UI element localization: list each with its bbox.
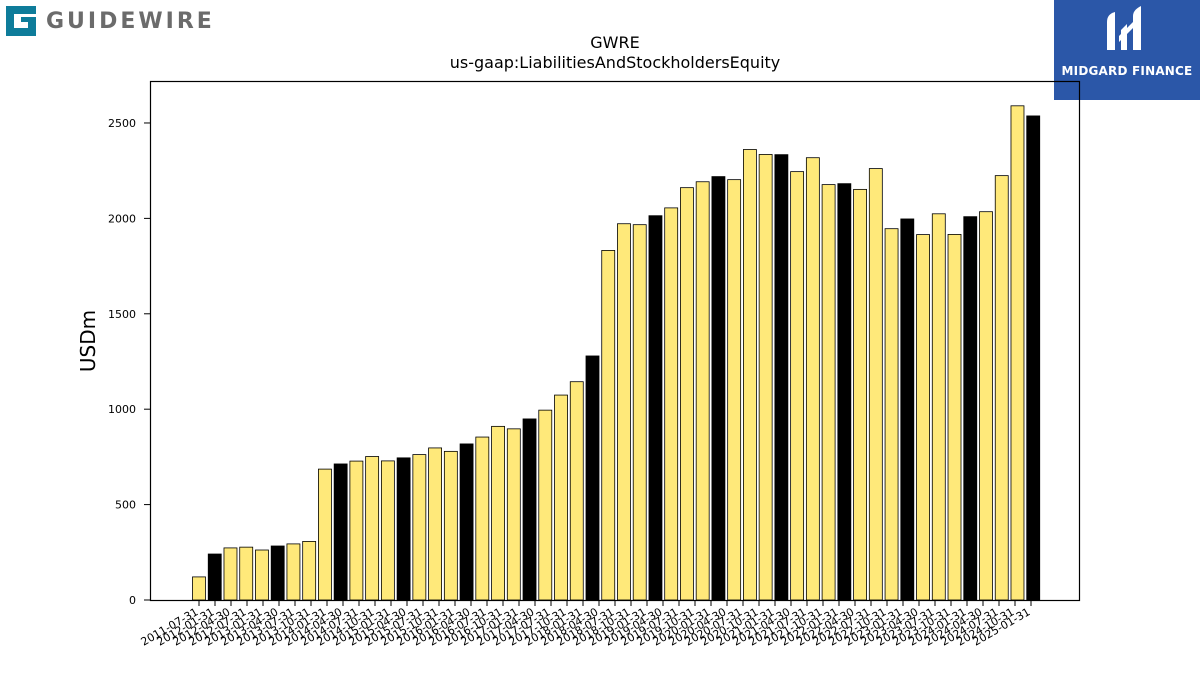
midgard-finance-logo-text: MIDGARD FINANCE — [1061, 64, 1193, 78]
bar-2020-04-30 — [743, 149, 757, 601]
chart-subtitle: us-gaap:LiabilitiesAndStockholdersEquity — [450, 53, 781, 72]
y-tick-label: 500 — [115, 499, 136, 512]
bar-2022-01-31 — [853, 188, 867, 601]
midgard-finance-logo: MIDGARD FINANCE — [1054, 0, 1200, 100]
guidewire-g-icon — [6, 6, 36, 36]
bar-2013-07-31 — [318, 468, 332, 601]
y-axis-label: USDm — [76, 310, 100, 372]
y-axis-ticks: 0 500 1000 1500 2000 2500 — [108, 117, 150, 607]
bar-2020-01-31 — [727, 179, 742, 601]
bar-2012-01-31 — [223, 547, 238, 601]
bar-2018-07-31 — [632, 224, 647, 601]
y-tick-label: 2500 — [108, 117, 136, 130]
bar-2013-04-30 — [302, 541, 317, 601]
bar-2017-07-31 — [569, 381, 584, 601]
y-tick-label: 1000 — [108, 403, 136, 416]
bar-2011-10-31 — [207, 553, 222, 601]
bar-2011-07-31 — [192, 576, 206, 601]
bar-2017-01-31 — [538, 409, 553, 601]
bar-2015-04-30 — [428, 447, 443, 601]
bar-2016-04-30 — [491, 425, 505, 601]
bar-2016-10-31 — [522, 418, 537, 601]
bar-2018-10-31 — [648, 215, 663, 601]
bar-2024-10-31 — [1026, 115, 1041, 601]
bar-2023-07-31 — [947, 234, 962, 601]
bar-2022-10-31 — [900, 218, 915, 601]
bar-2019-04-30 — [680, 187, 694, 601]
bar-2021-01-31 — [790, 171, 805, 601]
y-tick-label: 1500 — [108, 308, 136, 321]
bar-2012-10-31 — [270, 545, 285, 601]
bar-2020-10-31 — [774, 154, 789, 601]
bar-2012-07-31 — [255, 549, 269, 601]
plot-frame — [149, 80, 1081, 602]
bar-2018-04-30 — [617, 223, 631, 601]
bar-2017-10-31 — [585, 355, 600, 601]
midgard-emblem-icon — [1107, 6, 1141, 50]
bar-2016-01-31 — [475, 436, 490, 601]
y-tick-label: 2000 — [108, 212, 136, 225]
guidewire-logo: GUIDEWIRE — [4, 4, 215, 38]
bar-2023-01-31 — [916, 234, 930, 601]
bar-2024-01-31 — [979, 211, 993, 601]
bar-2023-04-30 — [931, 213, 946, 601]
bar-2015-10-31 — [459, 443, 474, 601]
y-tick-label: 0 — [129, 594, 136, 607]
bar-2023-10-31 — [963, 216, 978, 601]
bar-2019-10-31 — [711, 176, 726, 601]
bar-2020-07-31 — [758, 154, 773, 601]
bar-2014-10-31 — [396, 457, 411, 601]
x-axis-ticks: 2011-07-312012-01-312012-04-302012-07-31… — [139, 600, 1033, 649]
bar-2014-07-31 — [380, 460, 395, 601]
bar-2018-01-31 — [601, 250, 616, 601]
bar-2014-04-30 — [365, 456, 380, 601]
bar-2012-04-30 — [239, 546, 254, 601]
bar-2017-04-30 — [554, 394, 568, 601]
bar-2013-01-31 — [286, 543, 301, 601]
bar-2019-01-31 — [664, 207, 679, 601]
bar-2013-10-31 — [333, 463, 348, 601]
bar-2024-07-31 — [1010, 105, 1025, 601]
bar-2021-07-31 — [821, 184, 836, 601]
bar-2019-07-31 — [695, 181, 710, 601]
bar-2014-01-31 — [349, 460, 364, 601]
bar-2024-04-30 — [994, 175, 1009, 601]
bars-group — [192, 105, 1041, 601]
bar-2015-01-31 — [412, 454, 427, 601]
bar-2021-10-31 — [837, 183, 852, 601]
bar-2022-07-31 — [884, 228, 899, 601]
bar-2015-07-31 — [443, 450, 458, 601]
chart-title: GWRE — [590, 33, 639, 52]
guidewire-logo-text: GUIDEWIRE — [46, 8, 215, 34]
bar-2016-07-31 — [506, 428, 521, 601]
bar-2022-04-30 — [868, 168, 883, 601]
bar-2021-04-30 — [805, 157, 820, 601]
